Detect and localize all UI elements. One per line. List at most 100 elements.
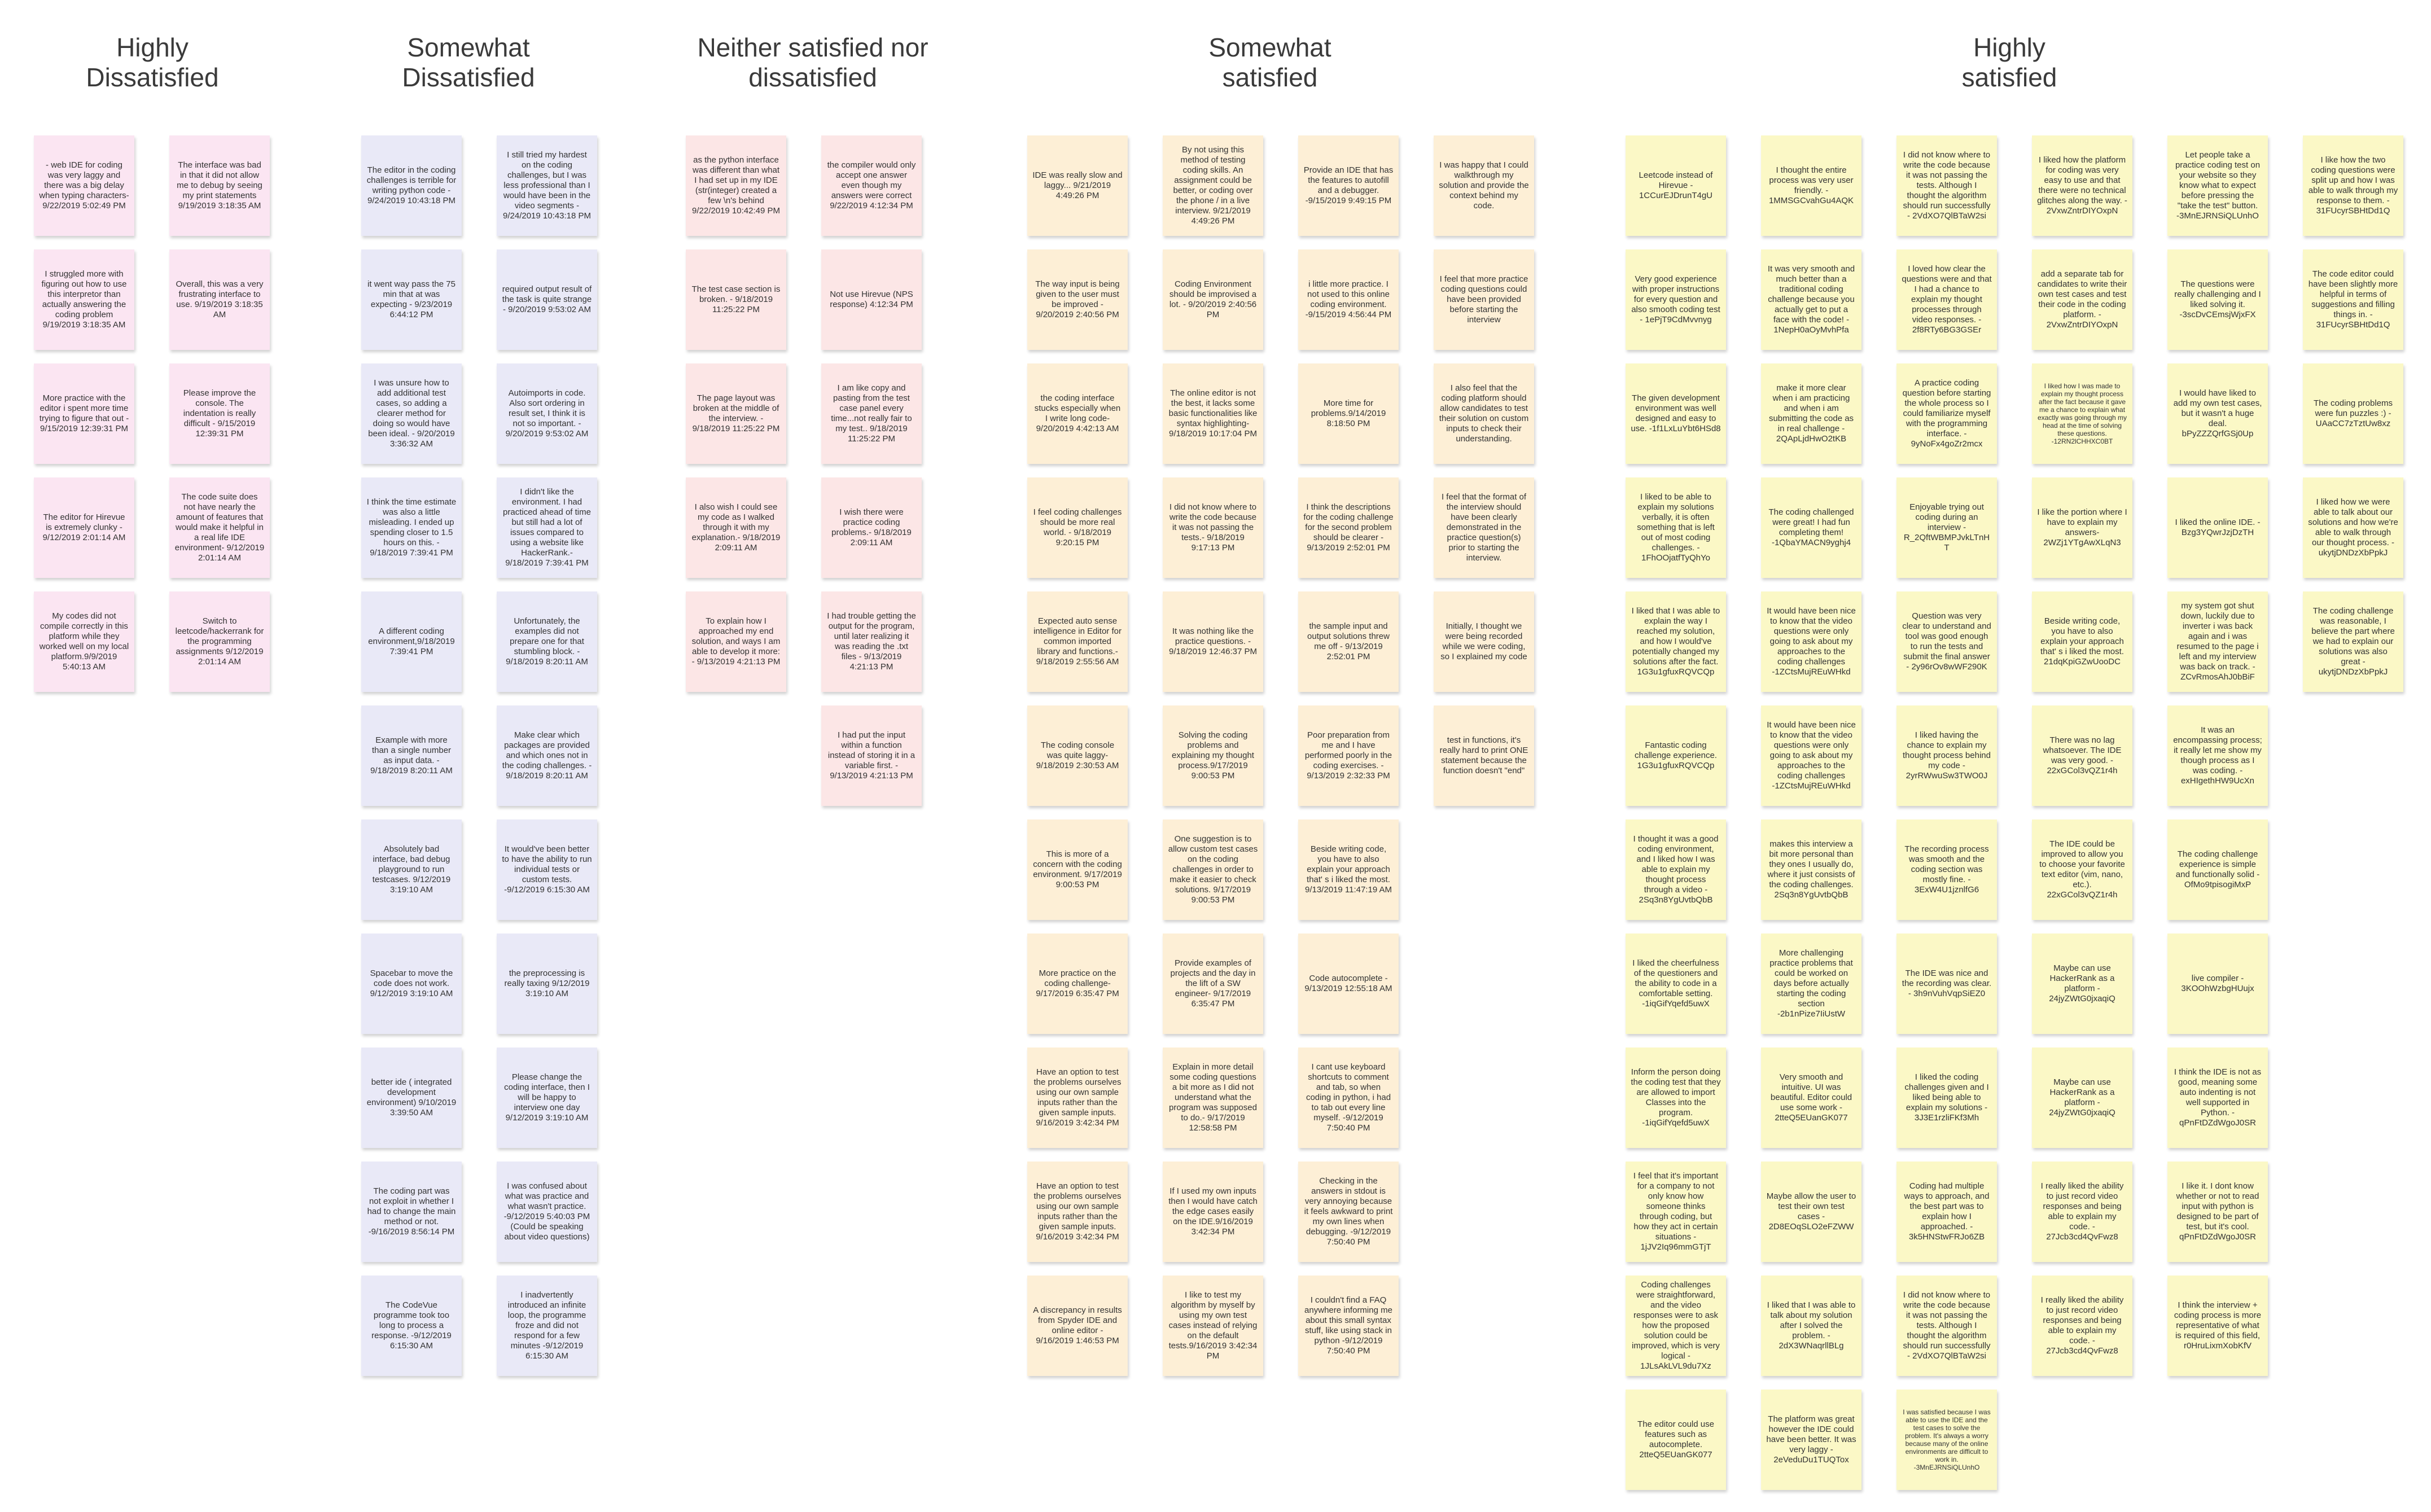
sticky-note[interactable]: I like it. I dont know whether or not to… (2167, 1162, 2268, 1262)
sticky-note[interactable]: The IDE was nice and the recording was c… (1896, 934, 1997, 1034)
sticky-note[interactable]: It would have been nice to know that the… (1761, 591, 1861, 692)
sticky-note[interactable]: I was satisfied because I was able to us… (1896, 1390, 1997, 1490)
sticky-note[interactable]: I really liked the ability to just recor… (2032, 1276, 2132, 1376)
sticky-note[interactable]: I am like copy and pasting from the test… (821, 363, 922, 464)
sticky-note[interactable]: makes this interview a bit more personal… (1761, 819, 1861, 920)
sticky-note[interactable]: Explain in more detail some coding quest… (1163, 1048, 1263, 1148)
sticky-note[interactable]: Spacebar to move the code does not work.… (361, 934, 462, 1034)
sticky-note[interactable]: Maybe can use HackerRank as a platform -… (2032, 1048, 2132, 1148)
sticky-note[interactable]: Leetcode instead of Hirevue - 1CCurEJDru… (1626, 135, 1726, 236)
sticky-note[interactable]: I had put the input within a function in… (821, 705, 922, 806)
sticky-note[interactable]: the coding interface stucks especially w… (1027, 363, 1128, 464)
sticky-note[interactable]: The editor in the coding challenges is t… (361, 135, 462, 236)
sticky-note[interactable]: If I used my own inputs then I would hav… (1163, 1162, 1263, 1262)
sticky-note[interactable]: The coding challenge experience is simpl… (2167, 819, 2268, 920)
sticky-note[interactable]: Absolutely bad interface, bad debug play… (361, 819, 462, 920)
sticky-note[interactable]: Code autocomplete - 9/13/2019 12:55:18 A… (1298, 934, 1399, 1034)
sticky-note[interactable]: This is more of a concern with the codin… (1027, 819, 1128, 920)
sticky-note[interactable]: Have an option to test the problems ours… (1027, 1048, 1128, 1148)
sticky-note[interactable]: the sample input and output solutions th… (1298, 591, 1399, 692)
sticky-note[interactable]: Please change the coding interface, then… (497, 1048, 597, 1148)
sticky-note[interactable]: It would've been better to have the abil… (497, 819, 597, 920)
sticky-note[interactable]: Very good experience with proper instruc… (1626, 249, 1726, 350)
sticky-note[interactable]: as the python interface was different th… (686, 135, 786, 236)
sticky-note[interactable]: The editor for Hirevue is extremely clun… (34, 477, 134, 578)
sticky-note[interactable]: I would have liked to add my own test ca… (2167, 363, 2268, 464)
sticky-note[interactable]: I did not know where to write the code b… (1163, 477, 1263, 578)
sticky-note[interactable]: I liked to be able to explain my solutio… (1626, 477, 1726, 578)
sticky-note[interactable]: I did not know where to write the code b… (1896, 1276, 1997, 1376)
sticky-note[interactable]: To explain how I approached my end solut… (686, 591, 786, 692)
sticky-note[interactable]: I feel that more practice coding questio… (1434, 249, 1534, 350)
sticky-note[interactable]: The online editor is not the best, it la… (1163, 363, 1263, 464)
sticky-note[interactable]: I was happy that I could walkthrough my … (1434, 135, 1534, 236)
sticky-note[interactable]: live compiler - 3KOOhWzbgHUujx (2167, 934, 2268, 1034)
sticky-note[interactable]: I cant use keyboard shortcuts to comment… (1298, 1048, 1399, 1148)
sticky-note[interactable]: I liked having the chance to explain my … (1896, 705, 1997, 806)
sticky-note[interactable]: Enjoyable trying out coding during an in… (1896, 477, 1997, 578)
sticky-note[interactable]: test in functions, it's really hard to p… (1434, 705, 1534, 806)
sticky-note[interactable]: It was very smooth and much better than … (1761, 249, 1861, 350)
sticky-note[interactable]: I didn't like the environment. I had pra… (497, 477, 597, 578)
sticky-note[interactable]: My codes did not compile correctly in th… (34, 591, 134, 692)
sticky-note[interactable]: I feel that the format of the interview … (1434, 477, 1534, 578)
sticky-note[interactable]: I wish there were practice coding proble… (821, 477, 922, 578)
sticky-note[interactable]: I like how the two coding questions were… (2303, 135, 2403, 236)
sticky-note[interactable]: Have an option to test the problems ours… (1027, 1162, 1128, 1262)
sticky-note[interactable]: Beside writing code, you have to also ex… (1298, 819, 1399, 920)
sticky-note[interactable]: I liked the coding challenges given and … (1896, 1048, 1997, 1148)
sticky-note[interactable]: Very smooth and intuitive. UI was beauti… (1761, 1048, 1861, 1148)
sticky-note[interactable]: I feel that it's important for a company… (1626, 1162, 1726, 1262)
sticky-note[interactable]: The recording process was smooth and the… (1896, 819, 1997, 920)
sticky-note[interactable]: Inform the person doing the coding test … (1626, 1048, 1726, 1148)
sticky-note[interactable]: The page layout was broken at the middle… (686, 363, 786, 464)
sticky-note[interactable]: - web IDE for coding was very laggy and … (34, 135, 134, 236)
sticky-note[interactable]: The editor could use features such as au… (1626, 1390, 1726, 1490)
sticky-note[interactable]: I liked that I was able to explain the w… (1626, 591, 1726, 692)
sticky-note[interactable]: Please improve the console. The indentat… (169, 363, 270, 464)
sticky-note[interactable]: my system got shut down, luckily due to … (2167, 591, 2268, 692)
sticky-note[interactable]: I was confused about what was practice a… (497, 1162, 597, 1262)
sticky-note[interactable]: Maybe can use HackerRank as a platform -… (2032, 934, 2132, 1034)
sticky-note[interactable]: make it more clear when i am practicing … (1761, 363, 1861, 464)
sticky-note[interactable]: I like the portion where I have to expla… (2032, 477, 2132, 578)
sticky-note[interactable]: I also wish I could see my code as I wal… (686, 477, 786, 578)
sticky-note[interactable]: The way input is being given to the user… (1027, 249, 1128, 350)
sticky-note[interactable]: Poor preparation from me and I have perf… (1298, 705, 1399, 806)
sticky-note[interactable]: A practice coding question before starti… (1896, 363, 1997, 464)
sticky-note[interactable]: One suggestion is to allow custom test c… (1163, 819, 1263, 920)
sticky-note[interactable]: The test case section is broken. - 9/18/… (686, 249, 786, 350)
sticky-note[interactable]: The interface was bad in that it did not… (169, 135, 270, 236)
sticky-note[interactable]: The code editor could have been slightly… (2303, 249, 2403, 350)
sticky-note[interactable]: the compiler would only accept one answe… (821, 135, 922, 236)
sticky-note[interactable]: The coding part was not exploit in wheth… (361, 1162, 462, 1262)
sticky-note[interactable]: I liked the cheerfulness of the question… (1626, 934, 1726, 1034)
sticky-note[interactable]: More time for problems.9/14/2019 8:18:50… (1298, 363, 1399, 464)
sticky-note[interactable]: There was no lag whatsoever. The IDE was… (2032, 705, 2132, 806)
sticky-note[interactable]: I really liked the ability to just recor… (2032, 1162, 2132, 1262)
sticky-note[interactable]: Example with more than a single number a… (361, 705, 462, 806)
sticky-note[interactable]: It would have been nice to know that the… (1761, 705, 1861, 806)
sticky-note[interactable]: I liked how the platform for coding was … (2032, 135, 2132, 236)
sticky-note[interactable]: The given development environment was we… (1626, 363, 1726, 464)
sticky-note[interactable]: Maybe allow the user to test their own t… (1761, 1162, 1861, 1262)
sticky-note[interactable]: Unfortunately, the examples did not prep… (497, 591, 597, 692)
sticky-note[interactable]: The coding problems were fun puzzles :) … (2303, 363, 2403, 464)
sticky-note[interactable]: The IDE could be improved to allow you t… (2032, 819, 2132, 920)
sticky-note[interactable]: I couldn't find a FAQ anywhere informing… (1298, 1276, 1399, 1376)
sticky-note[interactable]: Coding challenges were straightforward, … (1626, 1276, 1726, 1376)
sticky-note[interactable]: I struggled more with figuring out how t… (34, 249, 134, 350)
sticky-note[interactable]: The CodeVue programme took too long to p… (361, 1276, 462, 1376)
sticky-note[interactable]: Coding Environment should be improvised … (1163, 249, 1263, 350)
sticky-note[interactable]: Beside writing code, you have to also ex… (2032, 591, 2132, 692)
sticky-note[interactable]: More challenging practice problems that … (1761, 934, 1861, 1034)
sticky-note[interactable]: I thought it was a good coding environme… (1626, 819, 1726, 920)
sticky-note[interactable]: I liked how I was made to explain my tho… (2032, 363, 2132, 464)
sticky-note[interactable]: It was nothing like the practice questio… (1163, 591, 1263, 692)
sticky-note[interactable]: Autoimports in code. Also sort ordering … (497, 363, 597, 464)
sticky-note[interactable]: Provide an IDE that has the features to … (1298, 135, 1399, 236)
sticky-note[interactable]: IDE was really slow and laggy... 9/21/20… (1027, 135, 1128, 236)
sticky-note[interactable]: I also feel that the coding platform sho… (1434, 363, 1534, 464)
sticky-note[interactable]: better ide ( integrated development envi… (361, 1048, 462, 1148)
sticky-note[interactable]: Checking in the answers in stdout is ver… (1298, 1162, 1399, 1262)
